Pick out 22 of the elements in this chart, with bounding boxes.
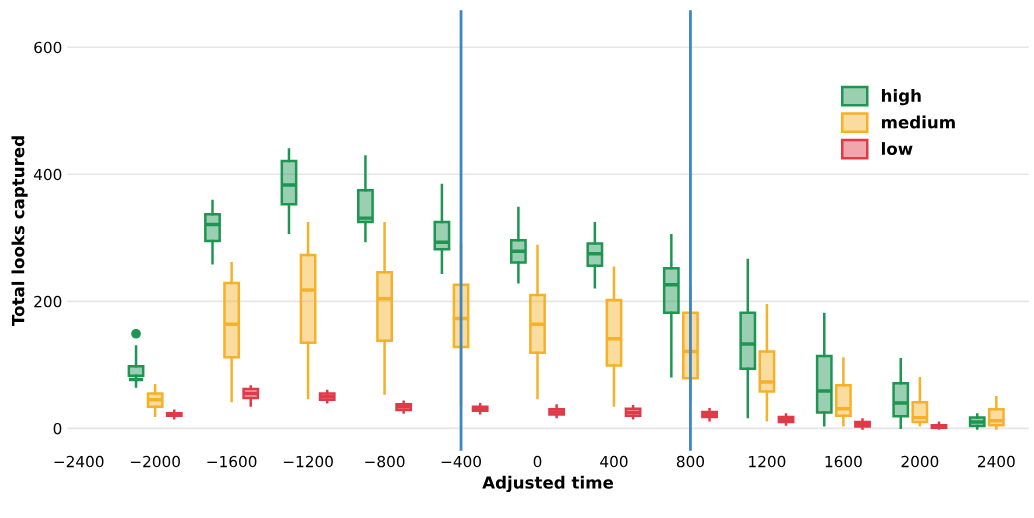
x-tick-label: 2000 (901, 455, 939, 468)
legend-label: low (881, 142, 913, 155)
x-tick-label: 800 (676, 455, 705, 468)
x-tick-label: 1600 (825, 455, 862, 468)
x-tick-label: −1200 (283, 455, 333, 468)
y-tick-label: 200 (34, 295, 62, 308)
legend-label: high (881, 89, 921, 106)
y-tick-label: 0 (53, 422, 62, 435)
x-tick-label: −800 (365, 455, 405, 468)
x-axis-title: Adjusted time (482, 475, 614, 493)
y-tick-label: 400 (33, 168, 62, 181)
x-tick-label: −1600 (207, 455, 257, 468)
x-tick-label: 2400 (978, 455, 1015, 468)
x-tick-label: 1200 (749, 455, 786, 468)
x-tick-label: −2000 (130, 455, 180, 468)
legend-label: medium (881, 115, 955, 129)
x-tick-label: 400 (600, 455, 628, 468)
y-axis-title: Total looks captured (11, 136, 28, 326)
x-tick-label: −2400 (54, 455, 104, 468)
y-tick-label: 600 (34, 41, 62, 54)
x-tick-label: 0 (533, 455, 542, 468)
x-tick-label: −400 (441, 455, 481, 468)
